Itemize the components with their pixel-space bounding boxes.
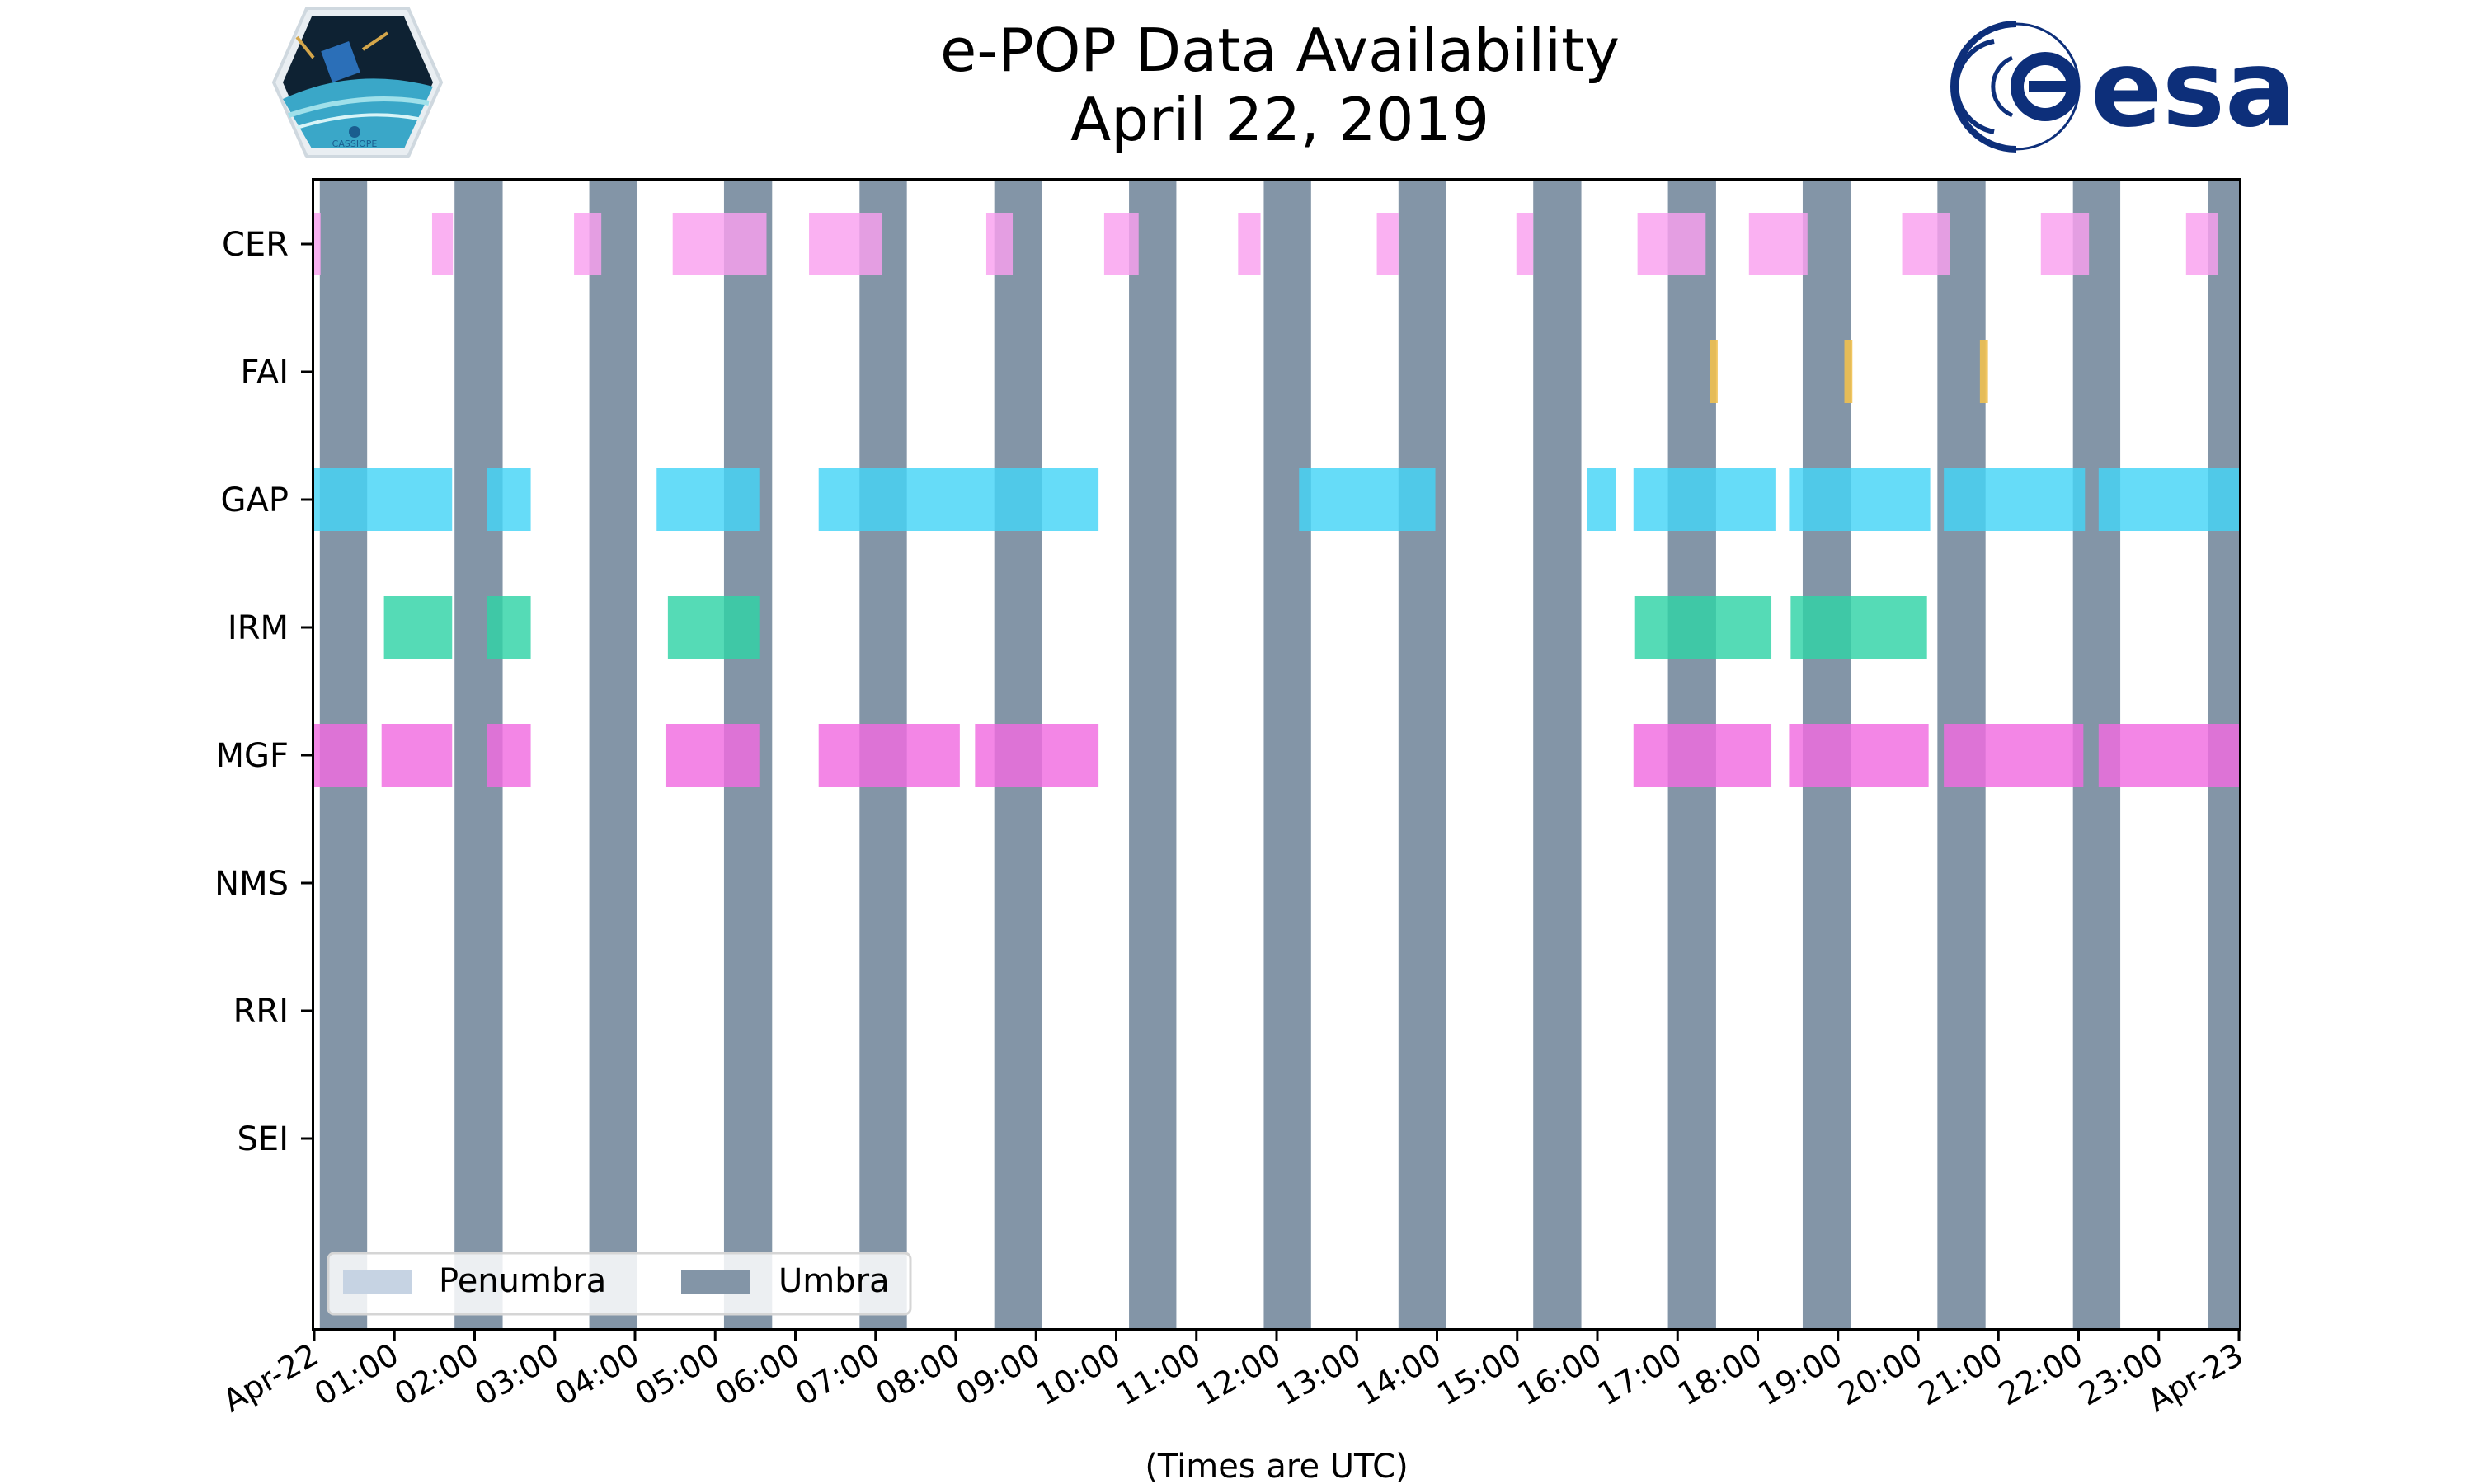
bar-gap-9: [2098, 468, 2239, 531]
umbra-band-2: [589, 181, 637, 1328]
umbra-band-9: [1533, 181, 1582, 1328]
x-tick-label-7: 07:00: [789, 1336, 886, 1413]
bar-irm-1: [487, 596, 531, 659]
bar-gap-5: [1587, 468, 1616, 531]
umbra-band-7: [1263, 181, 1311, 1328]
legend-penumbra-label: Penumbra: [439, 1262, 606, 1300]
bar-fai-0: [1710, 340, 1718, 403]
x-tick-label-9: 09:00: [950, 1336, 1047, 1413]
bar-irm-0: [383, 596, 453, 659]
x-tick-label-5: 05:00: [629, 1336, 726, 1413]
bar-mgf-6: [1633, 724, 1772, 787]
bar-cer-6: [1103, 213, 1139, 275]
legend-box: [327, 1252, 912, 1316]
x-axis-label: (Times are UTC): [1145, 1448, 1408, 1484]
availability-bars: [314, 213, 2239, 787]
esa-logo: esa: [1950, 21, 2296, 153]
legend-umbra-label: Umbra: [778, 1262, 890, 1300]
chart-title: e-POP Data Availability: [940, 16, 1620, 85]
bar-mgf-4: [818, 724, 960, 787]
bar-cer-8: [1376, 213, 1399, 275]
y-tick-label-rri: RRI: [233, 993, 289, 1031]
bar-gap-0: [314, 468, 453, 531]
y-axis: CER FAI GAP IRM MGF NMS RRI SEI: [214, 226, 314, 1158]
bar-cer-1: [431, 213, 454, 275]
x-tick-label-2: 02:00: [388, 1336, 485, 1413]
y-tick-label-nms: NMS: [214, 865, 289, 903]
x-tick-label-3: 03:00: [468, 1336, 565, 1413]
x-tick-label-18: 18:00: [1672, 1336, 1768, 1413]
cassiope-logo: CASSIOPE: [271, 7, 444, 158]
y-tick-label-sei: SEI: [238, 1120, 289, 1158]
x-tick-label-11: 11:00: [1110, 1336, 1206, 1413]
bar-cer-9: [1516, 213, 1534, 275]
x-tick-label-1: 01:00: [308, 1336, 405, 1413]
umbra-band-8: [1398, 181, 1446, 1328]
x-tick-label-17: 17:00: [1592, 1336, 1688, 1413]
bar-cer-12: [1902, 213, 1950, 275]
bar-cer-14: [2185, 213, 2218, 275]
x-tick-label-22: 22:00: [1992, 1336, 2089, 1413]
esa-logo-text: esa: [2091, 28, 2296, 151]
bar-mgf-5: [975, 724, 1099, 787]
x-tick-label-13: 13:00: [1271, 1336, 1367, 1413]
bar-gap-1: [487, 468, 531, 531]
bar-mgf-9: [2098, 724, 2239, 787]
x-tick-label-4: 04:00: [549, 1336, 646, 1413]
x-tick-label-19: 19:00: [1752, 1336, 1848, 1413]
bar-mgf-2: [487, 724, 531, 787]
bar-cer-10: [1637, 213, 1706, 275]
x-axis: Apr-2201:0002:0003:0004:0005:0006:0007:0…: [217, 1328, 2250, 1419]
x-tick-label-6: 06:00: [709, 1336, 806, 1413]
bar-cer-13: [2040, 213, 2090, 275]
x-tick-label-14: 14:00: [1351, 1336, 1447, 1413]
bar-gap-6: [1633, 468, 1776, 531]
y-tick-label-gap: GAP: [221, 481, 289, 519]
bar-mgf-1: [381, 724, 453, 787]
y-tick-label-cer: CER: [222, 226, 289, 264]
bar-gap-2: [656, 468, 760, 531]
chart-subtitle: April 22, 2019: [1070, 85, 1489, 154]
bar-irm-4: [1790, 596, 1927, 659]
legend-umbra-swatch: [681, 1270, 750, 1294]
y-tick-label-irm: IRM: [228, 609, 289, 647]
y-tick-label-mgf: MGF: [215, 737, 289, 775]
bar-gap-8: [1944, 468, 2086, 531]
bar-irm-3: [1634, 596, 1772, 659]
legend: Penumbra Umbra: [327, 1252, 912, 1316]
bar-fai-1: [1844, 340, 1853, 403]
bar-cer-7: [1238, 213, 1261, 275]
bar-cer-4: [809, 213, 882, 275]
bar-fai-2: [1979, 340, 1988, 403]
x-tick-label-20: 20:00: [1832, 1336, 1929, 1413]
bar-mgf-8: [1944, 724, 2084, 787]
cassiope-logo-text: CASSIOPE: [332, 139, 378, 149]
bar-cer-11: [1748, 213, 1808, 275]
x-tick-label-15: 15:00: [1431, 1336, 1527, 1413]
bar-cer-2: [574, 213, 602, 275]
bar-gap-4: [1299, 468, 1436, 531]
x-tick-label-16: 16:00: [1512, 1336, 1608, 1413]
x-tick-label-10: 10:00: [1030, 1336, 1126, 1413]
umbra-band-6: [1129, 181, 1177, 1328]
bar-mgf-7: [1789, 724, 1929, 787]
bar-irm-2: [667, 596, 760, 659]
bar-mgf-3: [665, 724, 760, 787]
x-tick-label-8: 08:00: [870, 1336, 967, 1413]
y-tick-label-fai: FAI: [241, 354, 289, 392]
bar-gap-7: [1789, 468, 1931, 531]
x-tick-label-0: Apr-22: [217, 1336, 325, 1420]
x-tick-label-12: 12:00: [1191, 1336, 1287, 1413]
x-tick-label-21: 21:00: [1912, 1336, 2009, 1413]
bar-cer-0: [314, 213, 321, 275]
bar-cer-5: [985, 213, 1014, 275]
bar-mgf-0: [314, 724, 368, 787]
bar-cer-3: [672, 213, 767, 275]
bar-gap-3: [818, 468, 1099, 531]
legend-penumbra-swatch: [343, 1270, 412, 1294]
